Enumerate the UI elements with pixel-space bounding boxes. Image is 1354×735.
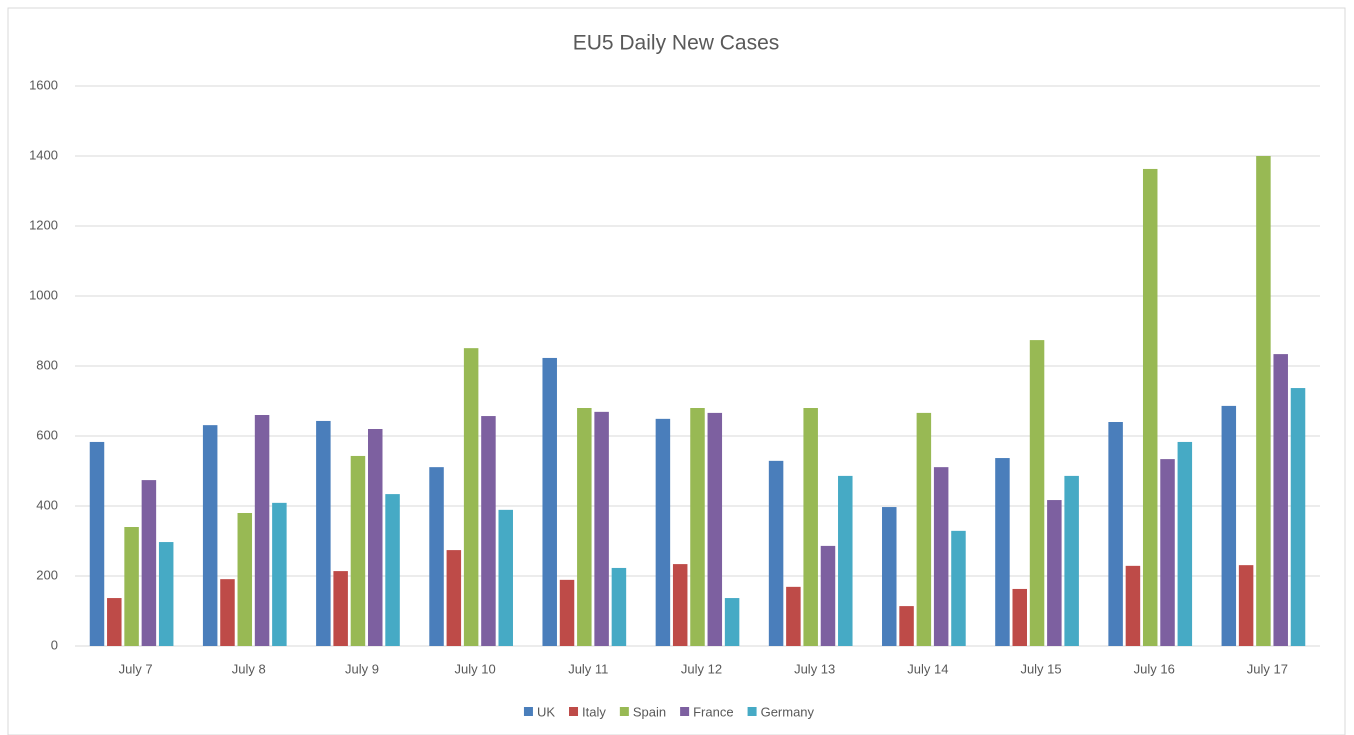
bar <box>272 502 287 646</box>
bar <box>481 416 496 646</box>
legend-label: Germany <box>761 704 815 719</box>
bar <box>1012 588 1027 646</box>
y-tick-label: 1200 <box>29 217 58 232</box>
x-tick-label: July 17 <box>1247 661 1288 676</box>
bar <box>1160 459 1175 646</box>
legend-label: Spain <box>633 704 666 719</box>
legend-swatch <box>569 707 579 716</box>
bar <box>107 598 122 646</box>
y-tick-label: 400 <box>36 497 58 512</box>
bar <box>1064 475 1079 646</box>
bar <box>141 480 157 646</box>
x-tick-label: July 9 <box>345 661 379 676</box>
x-tick-label: July 8 <box>232 661 266 676</box>
bar <box>1108 422 1123 646</box>
bar <box>158 542 174 646</box>
bar <box>446 550 462 646</box>
x-tick-label: July 15 <box>1020 661 1061 676</box>
bar <box>724 598 740 646</box>
bar <box>333 571 348 646</box>
y-tick-label: 200 <box>36 567 58 582</box>
bar <box>707 412 723 646</box>
bar <box>1177 441 1193 646</box>
y-tick-label: 800 <box>36 357 58 372</box>
bar <box>611 567 627 646</box>
bar <box>254 415 270 646</box>
y-tick-label: 1600 <box>29 77 58 92</box>
legend-swatch <box>680 707 690 716</box>
bar <box>237 513 253 646</box>
legend-swatch <box>747 707 757 716</box>
bar <box>690 408 705 646</box>
bar <box>89 441 105 646</box>
bar <box>1273 354 1288 646</box>
bar <box>1256 156 1271 646</box>
bar <box>559 579 575 646</box>
legend-label: Italy <box>582 704 606 719</box>
bar <box>368 429 383 646</box>
bar <box>1142 168 1158 646</box>
x-tick-label: July 12 <box>681 661 722 676</box>
y-tick-label: 600 <box>36 427 58 442</box>
bar <box>463 348 479 646</box>
bar <box>995 458 1010 646</box>
bar <box>1238 565 1254 646</box>
bar <box>933 467 949 646</box>
bar <box>768 460 784 646</box>
chart-title: EU5 Daily New Cases <box>573 32 780 55</box>
x-tick-label: July 13 <box>794 661 835 676</box>
bar <box>1029 340 1045 646</box>
bar <box>899 606 914 646</box>
bar <box>577 408 592 646</box>
bar <box>1125 565 1141 646</box>
bar <box>655 418 671 646</box>
bar <box>838 475 853 646</box>
bar <box>672 564 688 646</box>
bar <box>1290 388 1306 646</box>
bar <box>820 545 836 646</box>
y-tick-label: 1000 <box>29 287 58 302</box>
bar <box>350 455 366 646</box>
bar <box>385 494 400 646</box>
bar <box>594 411 609 646</box>
x-tick-label: July 7 <box>119 661 153 676</box>
bar <box>1221 405 1237 646</box>
bar <box>1047 500 1062 646</box>
legend-swatch <box>619 707 629 716</box>
bar <box>803 408 818 646</box>
bar <box>202 425 218 646</box>
y-tick-label: 0 <box>51 637 58 652</box>
legend-label: France <box>693 704 733 719</box>
x-tick-label: July 11 <box>568 661 608 676</box>
bar <box>316 420 331 646</box>
bar <box>220 579 235 646</box>
bar <box>951 530 966 646</box>
y-tick-label: 1400 <box>29 147 58 162</box>
x-tick-label: July 14 <box>907 661 948 676</box>
x-tick-label: July 10 <box>455 661 496 676</box>
bar <box>916 412 932 646</box>
x-tick-label: July 16 <box>1134 661 1175 676</box>
bar <box>882 507 897 646</box>
bar <box>542 357 557 646</box>
bar <box>429 467 444 646</box>
bar <box>498 509 513 646</box>
legend-label: UK <box>537 704 555 719</box>
legend-swatch <box>523 707 533 716</box>
bar <box>124 527 139 646</box>
bar <box>786 586 801 646</box>
